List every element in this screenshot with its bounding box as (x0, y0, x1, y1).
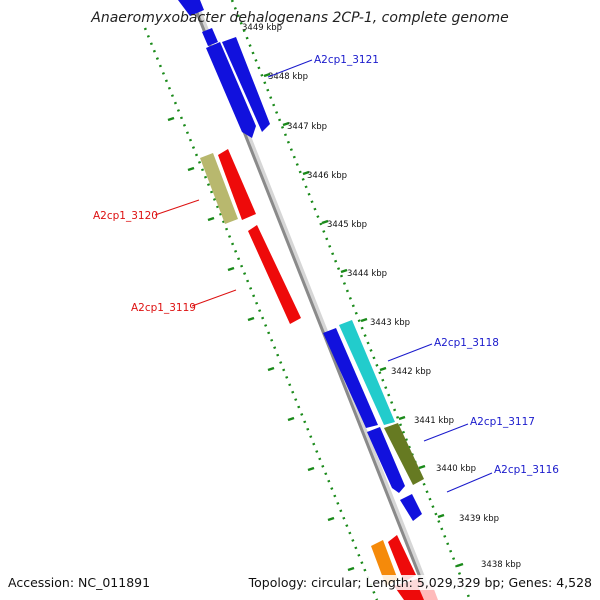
accession-label: Accession: NC_011891 (8, 575, 151, 590)
gene-label-3116[interactable]: A2cp1_3116 (494, 464, 559, 476)
gene-label-3120[interactable]: A2cp1_3120 (93, 210, 158, 222)
gene-arrow-bottom-b[interactable] (388, 535, 416, 582)
major-ticks-inner (167, 116, 355, 572)
gene-label-3118[interactable]: A2cp1_3118 (434, 337, 499, 349)
tick-label-3445: 3445 kbp (327, 220, 367, 230)
tick-label-3447: 3447 kbp (287, 122, 327, 132)
gene-arrow-3117[interactable] (384, 423, 424, 485)
gene-arrow-3117-a[interactable] (367, 427, 405, 493)
tick-label-3446: 3446 kbp (307, 171, 347, 181)
gene-label-3117[interactable]: A2cp1_3117 (470, 416, 535, 428)
leader-line-3120 (154, 199, 200, 216)
gene-arrow-top-a[interactable] (178, 0, 204, 16)
gene-arrow-3120[interactable] (200, 153, 238, 224)
gene-arrow-3118[interactable] (339, 320, 395, 425)
leader-line-3116 (446, 472, 493, 493)
gene-label-3119[interactable]: A2cp1_3119 (131, 302, 196, 314)
gene-label-3121[interactable]: A2cp1_3121 (314, 54, 379, 66)
gene-arrow-top-b[interactable] (202, 28, 218, 46)
major-ticks-outer (263, 72, 464, 568)
tick-label-3449: 3449 kbp (242, 23, 282, 33)
leader-line-3119 (191, 289, 237, 307)
map-title: Anaeromyxobacter dehalogenans 2CP-1, com… (91, 10, 509, 26)
tick-label-3444: 3444 kbp (347, 269, 387, 279)
genome-summary: Topology: circular; Length: 5,029,329 bp… (248, 575, 592, 590)
gene-arrow-3118-a[interactable] (323, 328, 378, 428)
tick-label-3441: 3441 kbp (414, 416, 454, 426)
gene-arrow-bottom-a[interactable] (371, 540, 398, 586)
tick-label-3438: 3438 kbp (481, 560, 521, 570)
tick-label-3439: 3439 kbp (459, 514, 499, 524)
gene-arrow-3120-b[interactable] (218, 149, 256, 220)
leader-line-3117 (423, 423, 469, 442)
tick-label-3448: 3448 kbp (268, 72, 308, 82)
tick-label-3443: 3443 kbp (370, 318, 410, 328)
gene-arrow-3119[interactable] (248, 225, 301, 324)
gene-arrow-3121-a[interactable] (206, 42, 256, 138)
leader-line-3121 (267, 59, 313, 78)
gene-arrow-3121[interactable] (222, 37, 270, 132)
outer-tick-rail (230, 0, 472, 600)
leader-line-3118 (387, 343, 433, 362)
tick-label-3440: 3440 kbp (436, 464, 476, 474)
tick-label-3442: 3442 kbp (391, 367, 431, 377)
gene-arrow-3116[interactable] (400, 494, 422, 521)
